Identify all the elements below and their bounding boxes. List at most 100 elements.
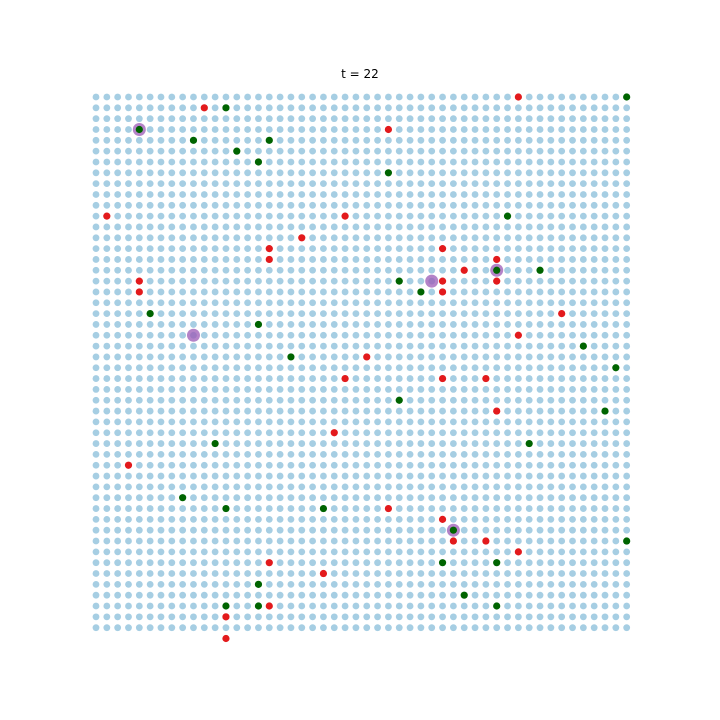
grid-node (92, 169, 100, 177)
grid-node (569, 472, 576, 480)
grid-node (135, 115, 143, 123)
grid-node (287, 126, 295, 133)
grid-node (374, 386, 381, 393)
grid-node (244, 429, 252, 437)
grid-node (287, 505, 295, 512)
grid-node (601, 364, 609, 372)
grid-node (558, 288, 566, 296)
grid-node (406, 147, 414, 155)
grid-node (374, 245, 381, 253)
grid-node (547, 418, 555, 426)
grid-node (200, 321, 208, 328)
grid-node (233, 375, 241, 382)
grid-node (569, 223, 576, 231)
grid-node (233, 191, 241, 198)
grid-node (428, 418, 436, 426)
grid-node (590, 223, 598, 231)
grid-node (514, 450, 522, 458)
grid-node (406, 126, 414, 133)
grid-node (406, 331, 414, 339)
grid-node (471, 461, 479, 469)
grid-node (493, 505, 501, 512)
grid-node (385, 331, 392, 339)
grid-node (601, 288, 609, 296)
grid-node (525, 180, 533, 188)
grid-node (428, 201, 436, 209)
grid-node (449, 624, 457, 632)
grid-node (493, 126, 501, 133)
grid-node (395, 429, 403, 437)
grid-node (287, 440, 295, 447)
grid-node (590, 613, 598, 621)
grid-node (103, 591, 111, 599)
grid-node (211, 288, 219, 296)
grid-node (211, 147, 219, 155)
grid-node (428, 147, 436, 155)
grid-node (460, 277, 468, 285)
grid-node (547, 212, 555, 220)
grid-node (222, 375, 230, 382)
grid-node (449, 591, 457, 599)
grid-node (244, 386, 252, 393)
grid-node (569, 613, 576, 621)
grid-node (103, 450, 111, 458)
grid-node (579, 461, 587, 469)
grid-node (233, 201, 241, 209)
grid-node (222, 461, 230, 469)
grid-node (352, 537, 360, 545)
grid-node (92, 472, 100, 480)
grid-node (211, 115, 219, 123)
grid-node (244, 169, 252, 177)
grid-node (385, 212, 392, 220)
grid-node (168, 526, 176, 534)
grid-node (385, 515, 392, 523)
grid-node (460, 115, 468, 123)
grid-node (233, 353, 241, 361)
grid-node (417, 559, 425, 567)
grid-node (471, 548, 479, 556)
grid-node (460, 515, 468, 523)
green-node (438, 559, 447, 567)
grid-node (298, 624, 306, 632)
grid-node (579, 386, 587, 393)
grid-node (601, 580, 609, 588)
grid-node (547, 537, 555, 545)
red-node (482, 537, 490, 545)
grid-node (428, 505, 436, 512)
grid-node (146, 169, 154, 177)
grid-node (612, 602, 620, 610)
grid-node (255, 515, 262, 523)
grid-node (135, 256, 143, 263)
grid-node (309, 115, 316, 123)
grid-node (482, 613, 490, 621)
grid-node (330, 461, 338, 469)
grid-node (103, 613, 111, 621)
grid-node (298, 396, 306, 404)
grid-node (569, 266, 576, 274)
grid-node (569, 158, 576, 166)
grid-node (157, 483, 165, 491)
grid-node (298, 450, 306, 458)
grid-node (514, 321, 522, 328)
grid-node (385, 591, 392, 599)
grid-node (558, 450, 566, 458)
grid-node (233, 461, 241, 469)
grid-node (590, 93, 598, 101)
grid-node (157, 386, 165, 393)
grid-node (265, 115, 273, 123)
grid-node (114, 136, 122, 144)
grid-node (309, 310, 316, 317)
grid-node (92, 548, 100, 556)
grid-node (363, 310, 371, 317)
grid-node (385, 483, 392, 491)
grid-node (514, 526, 522, 534)
grid-node (525, 104, 533, 112)
green-node (623, 93, 631, 101)
grid-node (569, 515, 576, 523)
grid-node (623, 580, 631, 588)
grid-node (125, 277, 132, 285)
grid-node (428, 169, 436, 177)
grid-node (320, 277, 327, 285)
grid-node (601, 353, 609, 361)
grid-node (103, 180, 111, 188)
